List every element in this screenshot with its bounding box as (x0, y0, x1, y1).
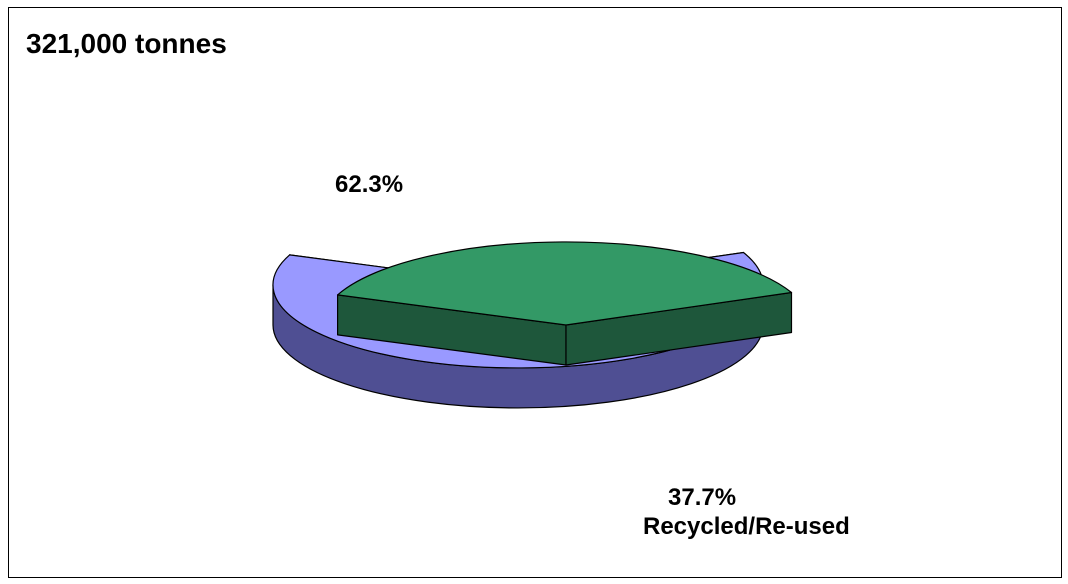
slice-1-top (337, 241, 793, 326)
slice-1-category-label: Recycled/Re-used (643, 513, 850, 540)
chart-title: 321,000 tonnes (26, 28, 227, 59)
slice-0-percent-label: 62.3% (335, 171, 403, 198)
pie-slice-1 (337, 241, 793, 366)
pie-layer (272, 241, 793, 409)
slice-1-percent-label: 37.7% (668, 484, 736, 511)
